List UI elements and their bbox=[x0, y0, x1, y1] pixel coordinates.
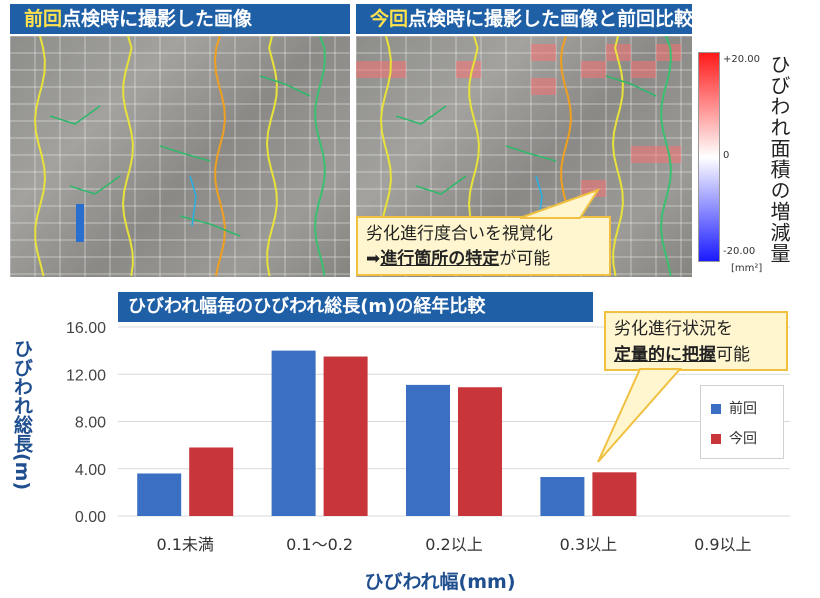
bar-current bbox=[592, 472, 637, 516]
crack-line bbox=[179, 215, 241, 237]
bar-previous bbox=[406, 384, 450, 516]
right-title-text: 点検時に撮影した画像と前回比較結果 bbox=[408, 8, 692, 30]
right-title-highlight: 今回 bbox=[370, 8, 409, 30]
heat-cell bbox=[381, 61, 406, 78]
bar-current bbox=[323, 356, 368, 516]
heat-cell bbox=[631, 146, 656, 163]
heat-cell bbox=[356, 61, 381, 78]
crack-line bbox=[214, 36, 226, 277]
chart-y-axis-label: ひびわれ総長(m) bbox=[11, 339, 33, 491]
colorbar-gradient bbox=[698, 52, 720, 262]
previous-crack-map bbox=[10, 36, 350, 277]
y-tick-label: 12.00 bbox=[66, 367, 106, 384]
legend-swatch-current bbox=[711, 434, 721, 444]
crack-line bbox=[415, 175, 467, 195]
crack-line bbox=[314, 36, 326, 277]
bar-previous bbox=[271, 350, 316, 516]
heat-cell bbox=[456, 61, 481, 78]
heat-cell bbox=[531, 78, 556, 95]
crack-line bbox=[159, 145, 211, 162]
colorbar-min-label: -20.00 bbox=[723, 246, 756, 257]
bar-previous bbox=[540, 477, 585, 516]
legend-label-current: 今回 bbox=[729, 431, 757, 447]
heat-cell bbox=[581, 61, 606, 78]
crack-line bbox=[605, 75, 657, 97]
colorbar-unit: [mm²] bbox=[731, 263, 763, 274]
chart-x-axis-label: ひびわれ幅(mm) bbox=[364, 571, 516, 593]
chart-legend: 前回 今回 bbox=[700, 385, 784, 459]
left-title-highlight: 前回 bbox=[24, 8, 63, 30]
crack-line bbox=[34, 36, 46, 277]
crack-line bbox=[69, 175, 121, 195]
crack-line bbox=[189, 175, 197, 227]
heat-cell bbox=[656, 44, 681, 61]
callout-top-line1: 劣化進行度合いを視覚化 bbox=[366, 224, 553, 244]
legend-label-previous: 前回 bbox=[729, 401, 757, 417]
colorbar-title: ひびわれ面積の増減量 bbox=[767, 54, 791, 264]
marker-icon bbox=[76, 204, 84, 242]
x-tick-label: 0.9以上 bbox=[694, 535, 751, 554]
quantification-callout: 劣化進行状況を 定量的に把握可能 bbox=[604, 311, 788, 371]
legend-item-previous: 前回 bbox=[711, 398, 757, 418]
heat-cell bbox=[631, 61, 656, 78]
crack-line bbox=[505, 145, 557, 162]
x-tick-label: 0.1未満 bbox=[156, 535, 213, 554]
callout-top-line2: ➡進行箇所の特定が可能 bbox=[366, 247, 601, 272]
colorbar-mid-label: 0 bbox=[723, 150, 730, 161]
crack-line bbox=[259, 75, 311, 97]
x-tick-label: 0.1〜0.2 bbox=[286, 535, 353, 554]
y-tick-label: 16.00 bbox=[66, 320, 106, 337]
arrow-icon: ➡ bbox=[366, 249, 381, 269]
colorbar-max-label: +20.00 bbox=[723, 54, 761, 65]
crack-line bbox=[660, 36, 672, 277]
crack-line bbox=[265, 36, 278, 277]
left-title-text: 点検時に撮影した画像 bbox=[62, 8, 253, 30]
chart-title: ひびわれ幅毎のひびわれ総長(m)の経年比較 bbox=[118, 292, 593, 322]
y-tick-label: 4.00 bbox=[75, 462, 106, 479]
crack-line bbox=[121, 36, 134, 277]
crack-line bbox=[395, 105, 447, 125]
callout-top-bold: 進行箇所の特定 bbox=[380, 249, 500, 269]
callout-chart-bold: 定量的に把握 bbox=[614, 345, 716, 365]
y-tick-label: 8.00 bbox=[75, 415, 106, 432]
heat-cell bbox=[606, 44, 631, 61]
bar-previous bbox=[137, 473, 182, 516]
x-tick-label: 0.3以上 bbox=[560, 535, 617, 554]
visualization-callout: 劣化進行度合いを視覚化 ➡進行箇所の特定が可能 bbox=[356, 216, 611, 276]
legend-swatch-previous bbox=[711, 404, 721, 414]
x-tick-label: 0.2以上 bbox=[425, 535, 482, 554]
y-tick-label: 0.00 bbox=[75, 509, 106, 526]
previous-inspection-image bbox=[10, 36, 350, 277]
left-panel-title: 前回点検時に撮影した画像 bbox=[10, 4, 350, 34]
heat-cell bbox=[531, 44, 556, 61]
crack-line bbox=[49, 105, 101, 125]
legend-item-current: 今回 bbox=[711, 428, 757, 448]
bar-current bbox=[458, 387, 502, 516]
right-panel-title: 今回点検時に撮影した画像と前回比較結果 bbox=[356, 4, 692, 34]
bar-current bbox=[189, 447, 234, 516]
callout-chart-line1: 劣化進行状況を bbox=[614, 319, 733, 339]
callout-chart-rest: 可能 bbox=[716, 345, 750, 365]
callout-chart-line2: 定量的に把握可能 bbox=[614, 342, 778, 368]
crack-line bbox=[611, 36, 624, 277]
callout-top-rest: が可能 bbox=[499, 249, 551, 269]
